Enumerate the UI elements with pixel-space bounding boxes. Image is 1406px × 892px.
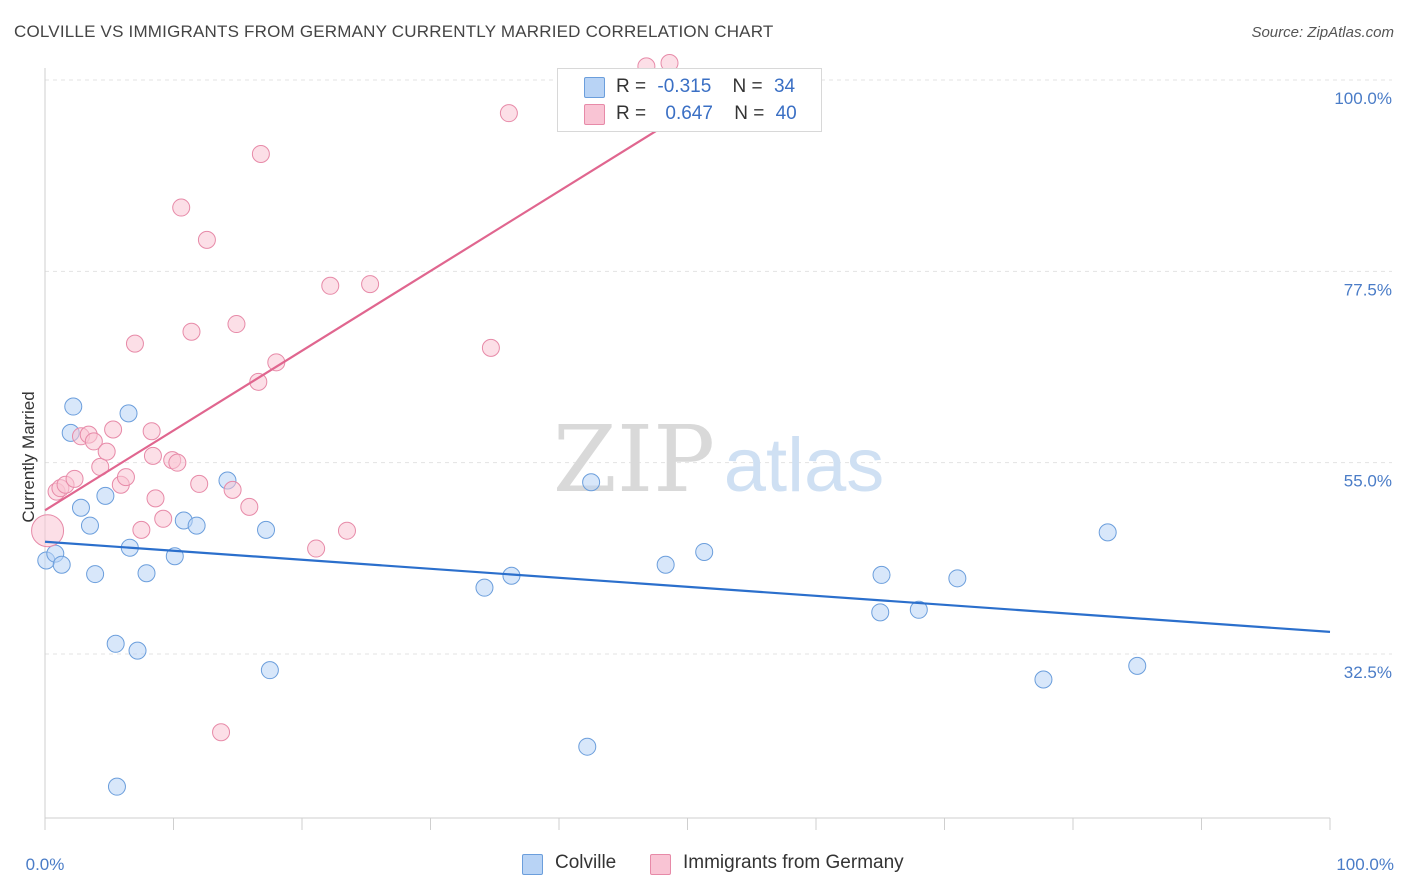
colville-point: [107, 777, 126, 796]
legend-n-label: N =: [734, 103, 765, 124]
germany-point: [146, 489, 165, 508]
germany-point: [154, 509, 173, 528]
colville-point: [909, 600, 928, 619]
legend-r-value: 0.647: [665, 103, 713, 124]
x-tick-label: 100.0%: [1336, 855, 1394, 874]
colville-point: [96, 486, 115, 505]
germany-point: [227, 315, 246, 334]
colville-point: [656, 555, 675, 574]
legend-row-colville: R = -0.315 N = 34: [558, 74, 821, 100]
axes: [44, 68, 1331, 830]
germany-point: [337, 521, 356, 540]
colville-point: [119, 404, 138, 423]
germany-point: [307, 539, 326, 558]
germany-point: [116, 468, 135, 487]
legend-row-germany: R = 0.647 N = 40: [558, 101, 821, 127]
germany-point: [65, 469, 84, 488]
gridlines: [45, 79, 1392, 655]
colville-point: [106, 634, 125, 653]
germany-point: [240, 497, 259, 516]
bottom-legend-label-germany: Immigrants from Germany: [683, 852, 904, 873]
legend-r-label: R =: [616, 103, 647, 124]
germany-point: [104, 420, 123, 439]
colville-point: [948, 569, 967, 588]
germany-point: [197, 230, 216, 249]
watermark: ZIP atlas: [553, 406, 884, 513]
colville-point: [64, 397, 83, 416]
germany-point: [84, 432, 103, 451]
legend-r-value: -0.315: [657, 76, 712, 97]
germany-point: [31, 514, 65, 548]
colville-point: [1128, 656, 1147, 675]
germany-point: [142, 422, 161, 441]
bottom-legend-swatch-germany: [650, 854, 671, 875]
chart-title: COLVILLE VS IMMIGRANTS FROM GERMANY CURR…: [14, 22, 774, 41]
y-tick-label: 100.0%: [1334, 89, 1392, 108]
germany-point: [212, 723, 231, 742]
colville-point: [80, 516, 99, 535]
germany-point: [499, 104, 518, 123]
colville-point: [260, 661, 279, 680]
bottom-legend-label-colville: Colville: [555, 852, 617, 873]
germany-point: [321, 276, 340, 295]
germany-trend-line: [44, 110, 689, 512]
watermark-zip: ZIP: [553, 406, 715, 513]
legend-r-label: R =: [616, 76, 647, 97]
colville-point: [578, 737, 597, 756]
y-tick-label: 55.0%: [1344, 472, 1392, 491]
germany-point: [125, 334, 144, 353]
legend-n-value: 34: [773, 76, 796, 97]
colville-point: [872, 565, 891, 584]
y-axis-label: Currently Married: [19, 391, 38, 522]
germany-point: [132, 520, 151, 539]
colville-trend-line: [44, 540, 1331, 633]
germany-point: [97, 442, 116, 461]
colville-point: [1098, 523, 1117, 542]
legend-swatch-colville: [584, 77, 605, 98]
colville-point: [1034, 670, 1053, 689]
germany-point: [172, 198, 191, 217]
x-tick-label: 0.0%: [26, 855, 65, 874]
colville-point: [71, 498, 90, 517]
colville-point: [86, 565, 105, 584]
colville-point: [128, 641, 147, 660]
colville-point: [582, 473, 601, 492]
legend-swatch-germany: [584, 104, 605, 125]
watermark-atlas: atlas: [724, 423, 885, 508]
germany-point: [182, 322, 201, 341]
germany-point: [223, 480, 242, 499]
y-tick-label: 77.5%: [1344, 280, 1392, 299]
germany-point: [190, 474, 209, 493]
germany-point: [143, 446, 162, 465]
germany-point: [361, 275, 380, 294]
colville-point: [695, 542, 714, 561]
colville-point: [187, 516, 206, 535]
colville-point: [52, 555, 71, 574]
colville-point: [475, 578, 494, 597]
data-points: [31, 53, 1147, 796]
legend-n-label: N =: [732, 76, 763, 97]
colville-point: [257, 520, 276, 539]
legend: R = -0.315 N = 34 R = 0.647 N = 40: [557, 68, 822, 132]
trend-lines: [44, 110, 1331, 633]
source-label: Source: ZipAtlas.com: [1251, 24, 1394, 41]
bottom-legend-swatch-colville: [522, 854, 543, 875]
germany-point: [251, 144, 270, 163]
germany-point: [481, 338, 500, 357]
tick-labels: 32.5% 55.0% 77.5% 100.0% 0.0% 100.0%: [26, 89, 1394, 874]
legend-n-value: 40: [775, 103, 797, 124]
colville-point: [137, 564, 156, 583]
y-tick-label: 32.5%: [1344, 663, 1392, 682]
colville-point: [871, 603, 890, 622]
germany-point: [168, 453, 187, 472]
